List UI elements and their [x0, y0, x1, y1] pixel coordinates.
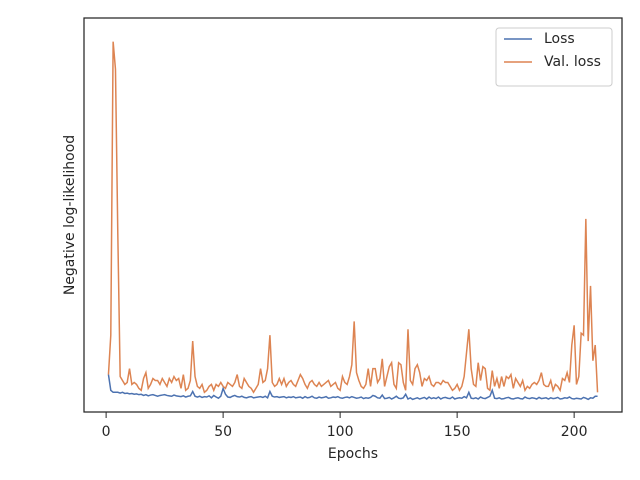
legend-box: [495, 27, 613, 87]
x-tick-label: 50: [214, 424, 232, 440]
legend-label: Val. loss: [544, 54, 601, 70]
x-tick-label: 100: [327, 424, 354, 440]
x-tick-label: 0: [102, 424, 111, 440]
x-axis-label: Epochs: [328, 446, 378, 462]
data-line: [107, 41, 599, 394]
legend-label: Loss: [544, 31, 575, 47]
x-tick-label: 150: [444, 424, 471, 440]
y-axis-label: Negative log-likelihood: [62, 135, 78, 295]
data-line: [107, 374, 598, 401]
plot-frame: [83, 17, 623, 413]
x-tick-label: 200: [561, 424, 588, 440]
